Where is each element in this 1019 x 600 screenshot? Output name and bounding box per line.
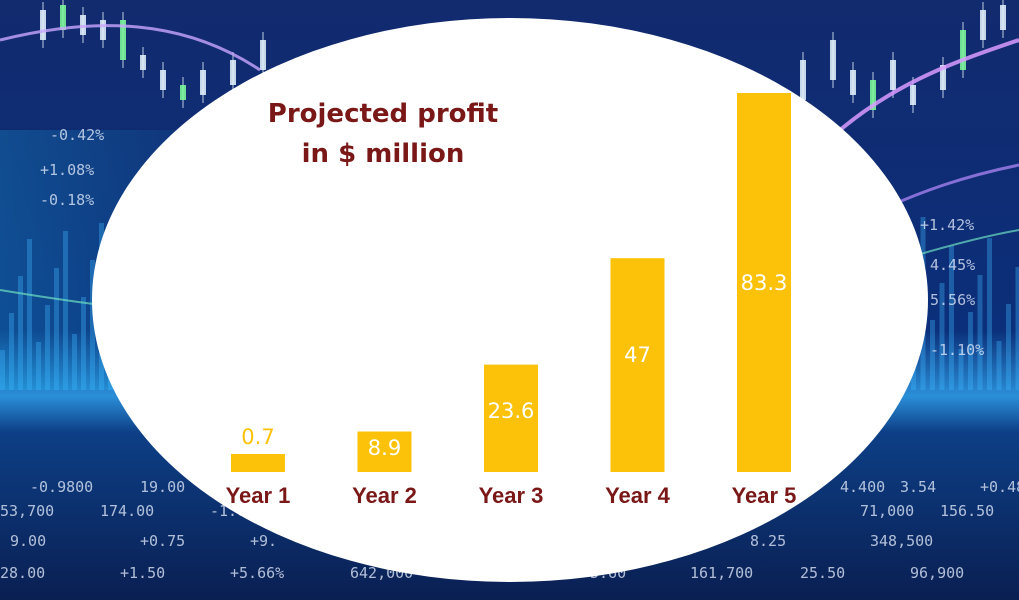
background-candle-body xyxy=(60,5,66,30)
background-candle-body xyxy=(910,85,916,105)
background-volume-bar xyxy=(987,238,992,390)
chart-panel xyxy=(92,18,928,582)
background-ticker-value: +1.50 xyxy=(120,564,165,582)
background-volume-bar xyxy=(0,350,5,390)
bar-year-1 xyxy=(231,454,285,472)
background-ticker-value: -0.18% xyxy=(40,191,94,209)
background-volume-bar xyxy=(90,260,95,390)
x-tick-label: Year 3 xyxy=(479,483,544,508)
background-candle-body xyxy=(830,40,836,80)
background-ticker-value: 8.25 xyxy=(750,532,786,550)
background-candle-body xyxy=(960,30,966,70)
background-candle-body xyxy=(100,20,106,40)
x-tick-label: Year 5 xyxy=(732,483,797,508)
background-ticker-value: 25.50 xyxy=(800,564,845,582)
background-candle-body xyxy=(140,55,146,70)
background-ticker-value: 9.00 xyxy=(10,532,46,550)
background-ticker-text: -0.9800 19.00 4.400 3.54 +0.48 53,700 174.00 -1… xyxy=(0,126,1019,582)
background-ticker-value: -1.10% xyxy=(930,341,984,359)
background-ticker-value: 5.56% xyxy=(930,291,975,309)
background-volume-bar xyxy=(958,349,964,390)
background-candlesticks xyxy=(40,0,1006,118)
background-candle-body xyxy=(160,70,166,90)
background-volume-bar xyxy=(27,239,32,390)
background-candle-body xyxy=(230,60,236,85)
background-ticker-value: 4.45% xyxy=(930,256,975,274)
background-volume-bar xyxy=(72,334,77,390)
background-candle-body xyxy=(260,40,266,70)
background-ticker-value: 96,900 xyxy=(910,564,964,582)
background-ticker-value: 156.50 xyxy=(940,502,994,520)
background-ticker-value: +1.08% xyxy=(40,161,94,179)
category-labels: Year 1 Year 2 Year 3 Year 4 Year 5 xyxy=(226,483,797,508)
background-volume-bar xyxy=(18,276,23,390)
background-candle-body xyxy=(850,70,856,95)
background-candle-body xyxy=(890,60,896,90)
background-candle-body xyxy=(200,70,206,95)
bar-year-4 xyxy=(610,258,665,472)
background-ticker-value: 53,700 xyxy=(0,502,54,520)
background-ticker-value: +9. xyxy=(250,532,277,550)
background-volume-bar xyxy=(996,341,1002,390)
x-tick-label: Year 2 xyxy=(352,483,417,508)
background-ticker-value: 3.54 xyxy=(900,478,936,496)
background-volume-bar xyxy=(968,312,973,390)
background-ticker-value: +0.75 xyxy=(140,532,185,550)
background-volume-bar xyxy=(36,342,41,390)
background-ticker-value: 161,700 xyxy=(690,564,753,582)
background-candle-body xyxy=(1000,5,1006,30)
background-ticker-value: 348,500 xyxy=(870,532,933,550)
x-tick-label: Year 4 xyxy=(605,483,671,508)
data-label: 83.3 xyxy=(741,271,788,295)
background-ticker-value: 19.00 xyxy=(140,478,185,496)
background-candle-body xyxy=(180,85,186,100)
background-ticker-value: -0.9800 xyxy=(30,478,93,496)
data-label: 23.6 xyxy=(488,399,535,423)
background-volume-bar xyxy=(949,246,954,390)
data-label: 47 xyxy=(624,343,651,367)
background-candle-body xyxy=(800,60,806,100)
value-labels: 0.7 8.9 23.6 47 83.3 xyxy=(241,271,787,460)
background-ticker-value: -0.42% xyxy=(50,126,104,144)
background-ticker-value: 71,000 xyxy=(860,502,914,520)
background-candle-body xyxy=(980,10,986,40)
background-volume-bar xyxy=(939,283,945,390)
background-volume-bar xyxy=(9,313,14,390)
background-volume-bar xyxy=(81,297,86,390)
background-trend-line xyxy=(838,38,1019,132)
background-volume-bar xyxy=(930,320,935,390)
background-ticker-value: 28.00 xyxy=(0,564,45,582)
background-volume-bar xyxy=(63,231,68,390)
background-candle-body xyxy=(40,10,46,40)
background-volume-bar xyxy=(45,305,50,390)
background-volume-bar xyxy=(977,275,983,390)
background-volume-bar xyxy=(54,268,59,390)
bar-series xyxy=(231,93,791,472)
background-volume-bar xyxy=(1006,304,1011,390)
bar-year-3 xyxy=(484,364,538,472)
background-candle-body xyxy=(940,65,946,90)
background-candle-body xyxy=(120,20,126,60)
bar-year-5 xyxy=(737,93,791,472)
background-ticker-value: +1.42% xyxy=(920,216,974,234)
background-trend-line xyxy=(0,24,261,72)
background-volume-bar xyxy=(1015,267,1019,390)
background-ticker-value: +5.66% xyxy=(230,564,284,582)
background-ticker-value: 4.400 xyxy=(840,478,885,496)
background-ticker-value: +0.48 xyxy=(980,478,1019,496)
background-ticker-value: 174.00 xyxy=(100,502,154,520)
chart-title-line-1: Projected profit xyxy=(268,99,498,129)
bar-year-2 xyxy=(357,431,412,472)
chart-title-line-2: in $ million xyxy=(302,139,465,169)
data-label: 0.7 xyxy=(241,425,274,449)
x-tick-label: Year 1 xyxy=(226,483,291,508)
data-label: 8.9 xyxy=(368,436,401,460)
background-candle-body xyxy=(870,80,876,110)
